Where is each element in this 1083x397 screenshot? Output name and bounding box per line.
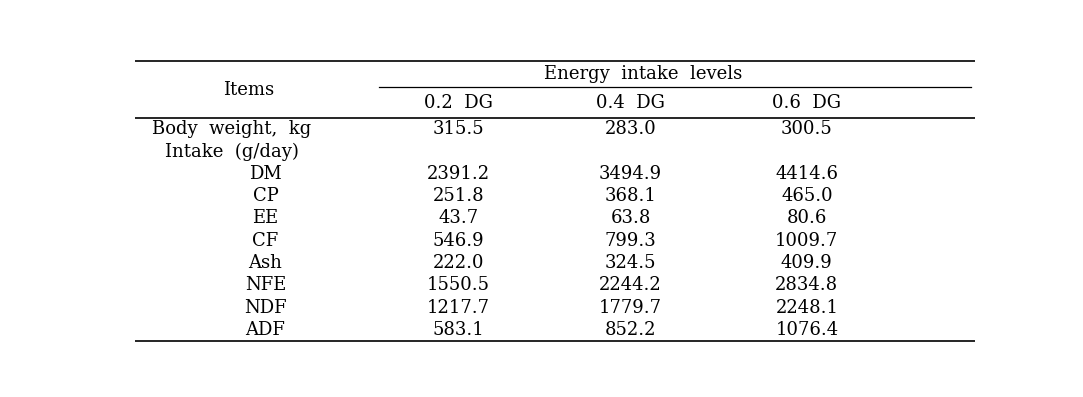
Text: 43.7: 43.7: [439, 209, 479, 227]
Text: 300.5: 300.5: [781, 120, 833, 138]
Text: Energy  intake  levels: Energy intake levels: [544, 66, 742, 83]
Text: 251.8: 251.8: [433, 187, 484, 205]
Text: 0.4  DG: 0.4 DG: [596, 94, 665, 112]
Text: 324.5: 324.5: [604, 254, 656, 272]
Text: NFE: NFE: [245, 276, 286, 294]
Text: 283.0: 283.0: [604, 120, 656, 138]
Text: 583.1: 583.1: [432, 321, 484, 339]
Text: 63.8: 63.8: [611, 209, 651, 227]
Text: 1076.4: 1076.4: [775, 321, 838, 339]
Text: 1779.7: 1779.7: [599, 299, 662, 317]
Text: CF: CF: [252, 232, 278, 250]
Text: 3494.9: 3494.9: [599, 165, 662, 183]
Text: 2244.2: 2244.2: [599, 276, 662, 294]
Text: Items: Items: [223, 81, 274, 99]
Text: Intake  (g/day): Intake (g/day): [165, 142, 299, 160]
Text: 315.5: 315.5: [433, 120, 484, 138]
Text: 546.9: 546.9: [433, 232, 484, 250]
Text: 2391.2: 2391.2: [427, 165, 491, 183]
Text: 222.0: 222.0: [433, 254, 484, 272]
Text: Ash: Ash: [248, 254, 283, 272]
Text: 1550.5: 1550.5: [427, 276, 490, 294]
Text: 0.2  DG: 0.2 DG: [425, 94, 493, 112]
Text: 1217.7: 1217.7: [427, 299, 490, 317]
Text: 465.0: 465.0: [781, 187, 833, 205]
Text: 0.6  DG: 0.6 DG: [772, 94, 841, 112]
Text: 80.6: 80.6: [786, 209, 827, 227]
Text: ADF: ADF: [246, 321, 286, 339]
Text: 2834.8: 2834.8: [775, 276, 838, 294]
Text: 4414.6: 4414.6: [775, 165, 838, 183]
Text: 799.3: 799.3: [604, 232, 656, 250]
Text: 2248.1: 2248.1: [775, 299, 838, 317]
Text: 409.9: 409.9: [781, 254, 833, 272]
Text: CP: CP: [252, 187, 278, 205]
Text: 1009.7: 1009.7: [775, 232, 838, 250]
Text: DM: DM: [249, 165, 282, 183]
Text: Body  weight,  kg: Body weight, kg: [153, 120, 312, 138]
Text: NDF: NDF: [244, 299, 287, 317]
Text: 368.1: 368.1: [604, 187, 656, 205]
Text: EE: EE: [252, 209, 278, 227]
Text: 852.2: 852.2: [604, 321, 656, 339]
